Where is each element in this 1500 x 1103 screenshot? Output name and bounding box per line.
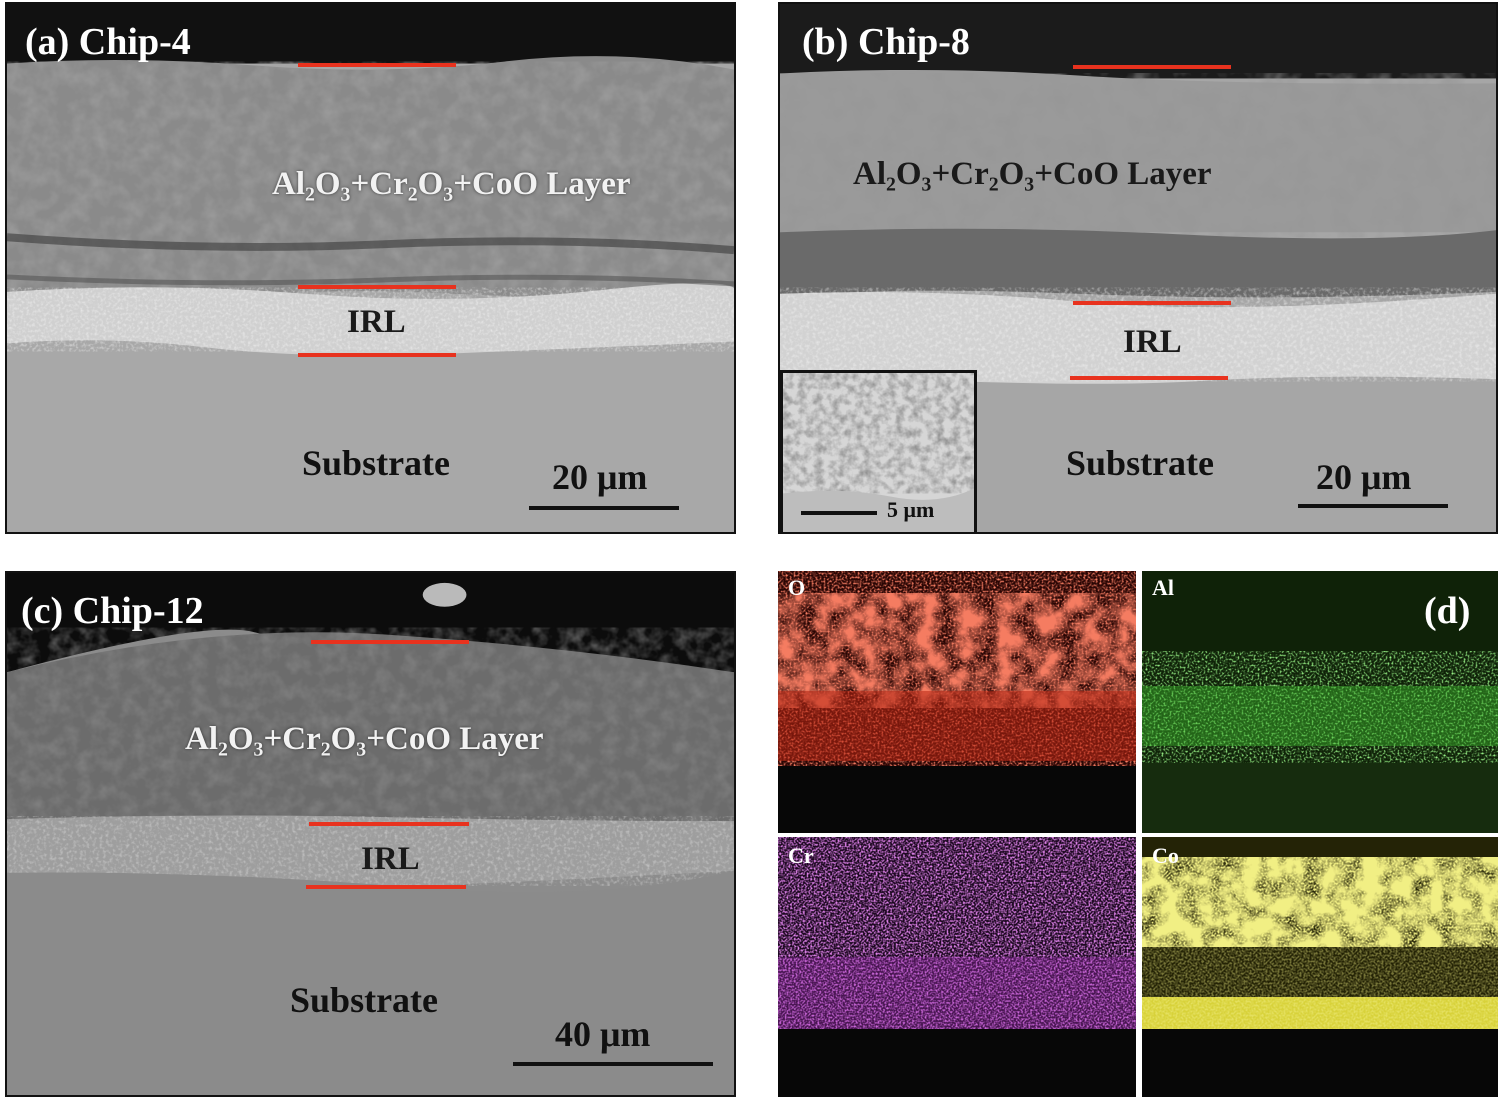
scale-bar-label: 40 μm xyxy=(555,1014,651,1054)
marker-line-top xyxy=(298,63,456,67)
oxide-layer-label: Al₂O₃+Cr₂O₃+CoO Layer xyxy=(185,721,544,757)
scale-bar xyxy=(513,1062,713,1066)
marker-line-top xyxy=(311,640,469,644)
scale-bar-label: 20 μm xyxy=(552,457,648,497)
panel-a-label: (a) Chip-4 xyxy=(25,21,191,63)
aluminum-map-image xyxy=(1142,571,1498,833)
inset-image xyxy=(783,373,974,532)
substrate-label: Substrate xyxy=(302,443,451,483)
oxide-layer-label: Al₂O₃+Cr₂O₃+CoO Layer xyxy=(272,166,631,202)
sem-image-chip4 xyxy=(7,4,734,532)
irl-label: IRL xyxy=(347,304,406,340)
marker-line-mid xyxy=(309,822,469,826)
marker-line-bottom xyxy=(306,885,466,889)
chromium-map-image xyxy=(778,837,1136,1097)
marker-line-mid xyxy=(1073,301,1231,305)
substrate-label: Substrate xyxy=(1066,443,1215,483)
panel-d-eds-maps: O Al (d) xyxy=(778,571,1498,1097)
irl-label: IRL xyxy=(361,841,420,877)
scale-bar xyxy=(1298,504,1448,508)
eds-map-aluminum: Al (d) xyxy=(1142,571,1498,833)
marker-line-bottom xyxy=(298,353,456,357)
panel-b-label: (b) Chip-8 xyxy=(802,21,970,63)
map-label-al: Al xyxy=(1152,575,1174,600)
panel-d-label: (d) xyxy=(1424,590,1471,632)
eds-map-oxygen: O xyxy=(778,571,1136,833)
map-label-co: Co xyxy=(1152,843,1179,868)
map-label-o: O xyxy=(788,575,806,600)
eds-map-chromium: Cr xyxy=(778,837,1136,1097)
irl-label: IRL xyxy=(1123,324,1182,360)
marker-line-mid xyxy=(298,285,456,289)
panel-b-chip8: (b) Chip-8 Al₂O₃+Cr₂O₃+CoO Layer IRL Sub… xyxy=(778,2,1498,534)
oxygen-map-image xyxy=(778,571,1136,833)
scale-bar-label: 20 μm xyxy=(1316,457,1412,497)
panel-a-chip4: (a) Chip-4 Al₂O₃+Cr₂O₃+CoO Layer IRL Sub… xyxy=(5,2,736,534)
map-label-cr: Cr xyxy=(788,843,814,868)
substrate-label: Substrate xyxy=(290,980,439,1020)
inset-scale-label: 5 μm xyxy=(887,497,935,522)
oxide-layer-label: Al₂O₃+Cr₂O₃+CoO Layer xyxy=(853,156,1212,192)
marker-line-top xyxy=(1073,65,1231,69)
panel-c-chip12: (c) Chip-12 Al₂O₃+Cr₂O₃+CoO Layer IRL Su… xyxy=(5,571,736,1097)
eds-map-cobalt: Co xyxy=(1142,837,1498,1097)
inset-scale-bar xyxy=(801,511,877,515)
panel-c-label: (c) Chip-12 xyxy=(21,590,204,632)
scale-bar xyxy=(529,506,679,510)
irl-magnified-inset: 5 μm xyxy=(780,370,977,532)
cobalt-map-image xyxy=(1142,837,1498,1097)
sem-image-chip12 xyxy=(7,573,734,1095)
marker-line-bottom xyxy=(1070,376,1228,380)
